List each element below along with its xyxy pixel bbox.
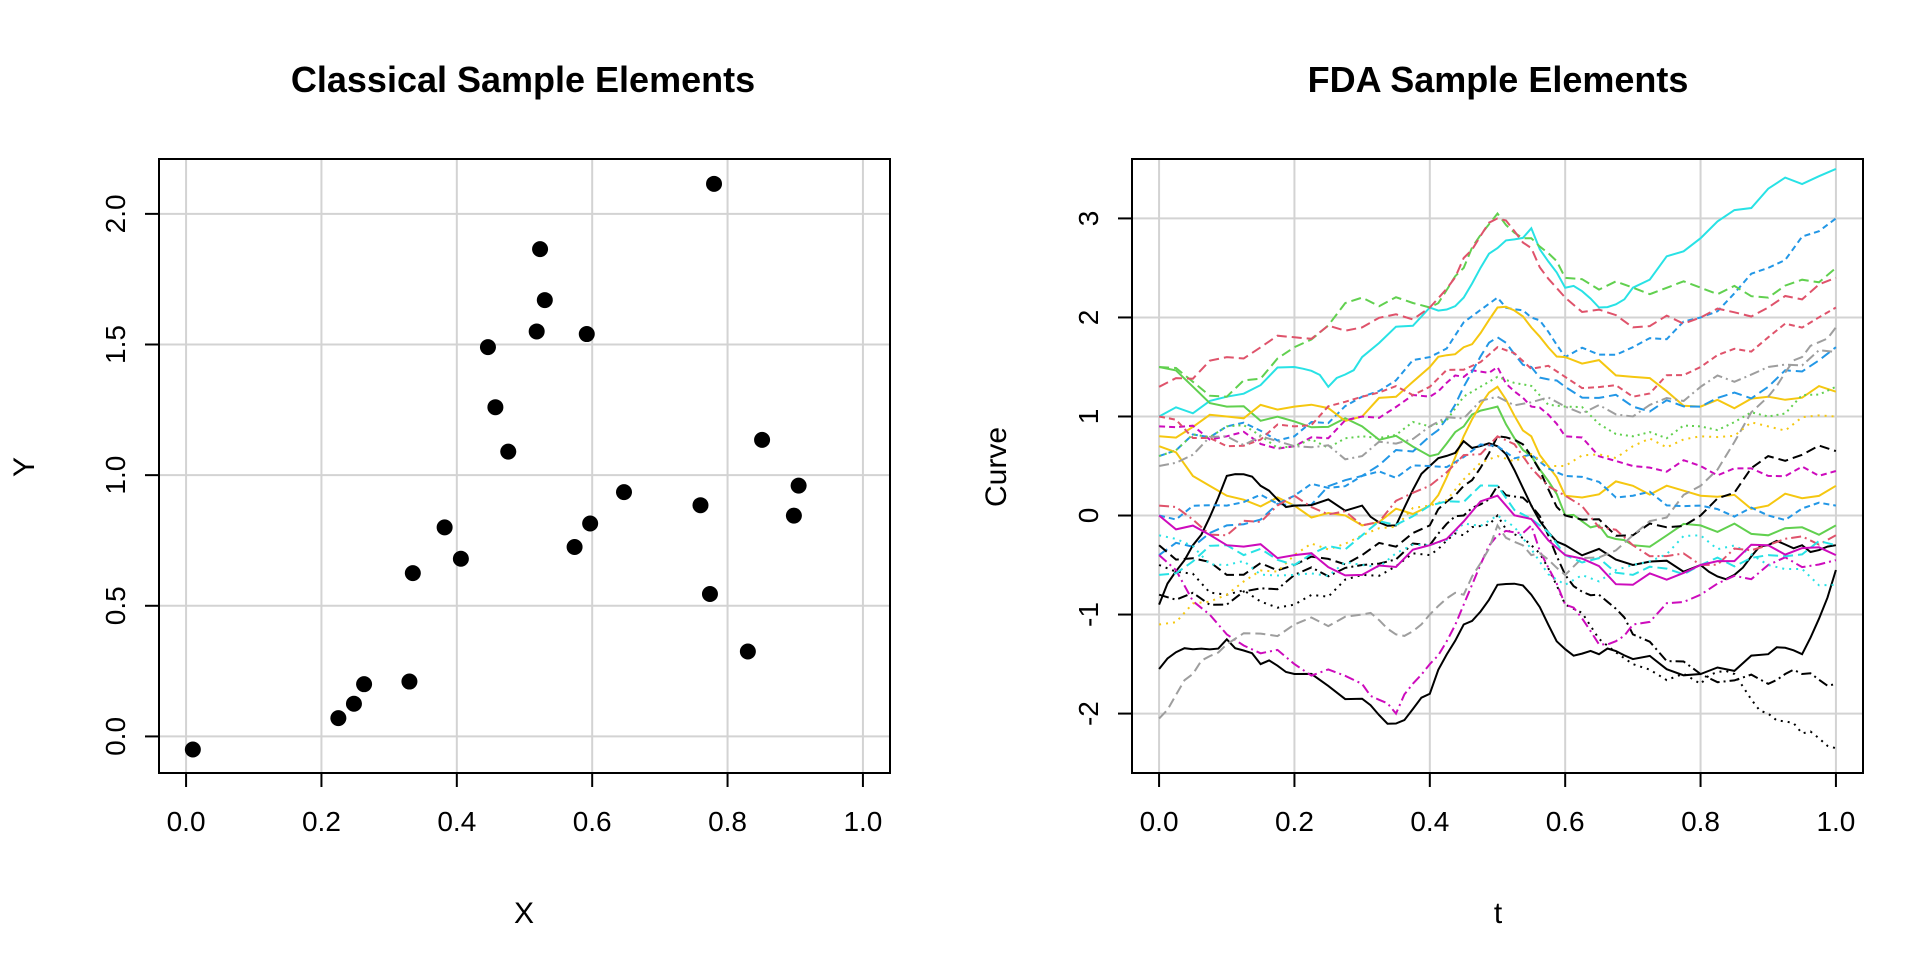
y-tick-label: 3 bbox=[1073, 211, 1104, 227]
y-tick-label: -2 bbox=[1073, 701, 1104, 726]
y-tick-label: 0 bbox=[1073, 508, 1104, 524]
scatter-x-axis: 0.0 0.2 0.4 0.6 0.8 1.0 bbox=[167, 772, 882, 837]
x-tick-label: 0.4 bbox=[1410, 806, 1449, 837]
scatter-y-axis-title: Y bbox=[8, 457, 41, 477]
curve-line bbox=[1158, 349, 1837, 467]
curve-line bbox=[1158, 513, 1837, 750]
curve-line bbox=[1158, 167, 1837, 418]
scatter-point bbox=[528, 323, 545, 340]
curve-line bbox=[1158, 494, 1837, 586]
x-tick-label: 0.4 bbox=[437, 806, 476, 837]
scatter-point bbox=[790, 477, 807, 494]
curve-line bbox=[1158, 306, 1837, 448]
curve-line bbox=[1159, 435, 1837, 567]
scatter-point bbox=[582, 515, 599, 532]
x-tick-label: 0.2 bbox=[1275, 806, 1314, 837]
scatter-x-axis-title: X bbox=[514, 897, 534, 930]
scatter-point bbox=[479, 339, 496, 356]
y-tick-label: 2.0 bbox=[100, 194, 131, 233]
scatter-point bbox=[536, 292, 553, 309]
scatter-point bbox=[487, 399, 504, 416]
curve-line bbox=[1158, 217, 1837, 458]
scatter-point bbox=[615, 484, 632, 501]
curves-lines bbox=[1158, 167, 1837, 750]
scatter-point bbox=[356, 676, 373, 693]
curve-line bbox=[1158, 514, 1836, 587]
scatter-plot-frame bbox=[158, 158, 891, 774]
y-tick-label: 2 bbox=[1073, 310, 1104, 326]
curve-line bbox=[1158, 569, 1837, 725]
curves-panel: FDA Sample Elements 0.0 0.2 0.4 0.6 0.8 1.0 -… bbox=[980, 59, 1864, 930]
y-tick-label: 0.0 bbox=[100, 717, 131, 756]
x-tick-label: 1.0 bbox=[843, 806, 882, 837]
curve-line bbox=[1158, 326, 1837, 720]
scatter-point bbox=[401, 673, 418, 690]
curve-line bbox=[1159, 484, 1837, 576]
y-tick-label: -1 bbox=[1073, 602, 1104, 627]
scatter-point bbox=[566, 538, 583, 555]
x-tick-label: 1.0 bbox=[1816, 806, 1855, 837]
scatter-panel: Classical Sample Elements 0.0 0.2 0.4 0.6 0.… bbox=[8, 59, 891, 930]
scatter-point bbox=[452, 550, 469, 567]
y-tick-label: 0.5 bbox=[100, 586, 131, 625]
curves-y-axis-title: Curve bbox=[980, 427, 1013, 507]
curve-line bbox=[1159, 305, 1837, 439]
curves-y-axis: -2 -1 0 1 2 3 bbox=[1073, 211, 1133, 726]
curve-line bbox=[1158, 375, 1837, 458]
curve-line bbox=[1158, 439, 1837, 605]
x-tick-label: 0.0 bbox=[167, 806, 206, 837]
curves-x-axis: 0.0 0.2 0.4 0.6 0.8 1.0 bbox=[1140, 772, 1855, 837]
curves-x-axis-title: t bbox=[1494, 897, 1503, 930]
curve-line bbox=[1158, 523, 1837, 716]
scatter-point bbox=[500, 443, 517, 460]
scatter-point bbox=[754, 431, 771, 448]
scatter-point bbox=[184, 741, 201, 758]
scatter-title: Classical Sample Elements bbox=[291, 59, 755, 100]
scatter-point bbox=[345, 695, 362, 712]
y-tick-label: 1 bbox=[1073, 409, 1104, 425]
scatter-point bbox=[739, 643, 756, 660]
curve-line bbox=[1158, 217, 1837, 388]
scatter-point bbox=[578, 326, 595, 343]
scatter-y-axis: 0.0 0.5 1.0 1.5 2.0 bbox=[100, 194, 160, 756]
curve-line bbox=[1158, 443, 1837, 522]
scatter-point bbox=[404, 565, 421, 582]
scatter-point bbox=[532, 241, 549, 258]
curve-line bbox=[1158, 414, 1836, 626]
curve-line bbox=[1158, 484, 1837, 687]
x-tick-label: 0.6 bbox=[1546, 806, 1585, 837]
x-tick-label: 0.0 bbox=[1140, 806, 1179, 837]
scatter-point bbox=[706, 175, 723, 192]
curves-title: FDA Sample Elements bbox=[1308, 59, 1689, 100]
x-tick-label: 0.8 bbox=[1681, 806, 1720, 837]
scatter-point bbox=[330, 710, 347, 727]
scatter-point bbox=[785, 507, 802, 524]
x-tick-label: 0.2 bbox=[302, 806, 341, 837]
y-tick-label: 1.5 bbox=[100, 325, 131, 364]
scatter-point bbox=[692, 497, 709, 514]
scatter-points bbox=[184, 175, 807, 758]
scatter-point bbox=[701, 586, 718, 603]
x-tick-label: 0.6 bbox=[573, 806, 612, 837]
x-tick-label: 0.8 bbox=[708, 806, 747, 837]
scatter-point bbox=[436, 519, 453, 536]
scatter-grid bbox=[159, 159, 890, 773]
curve-line bbox=[1159, 211, 1837, 398]
y-tick-label: 1.0 bbox=[100, 456, 131, 495]
